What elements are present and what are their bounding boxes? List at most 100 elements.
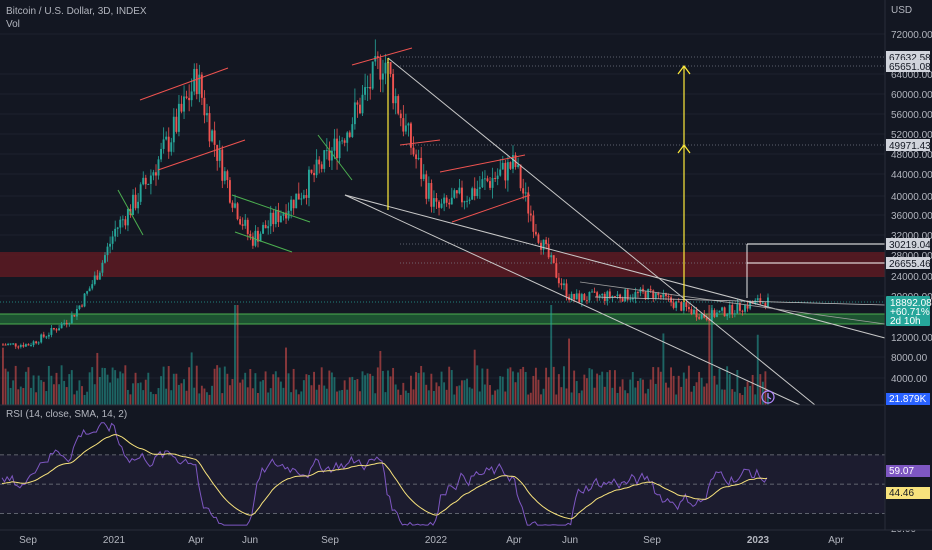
candle-body: [236, 203, 239, 220]
volume-bar: [257, 392, 259, 405]
candle-body: [246, 219, 249, 234]
candle-body: [466, 200, 468, 202]
candle-body: [677, 301, 680, 303]
candle-body: [262, 224, 264, 234]
volume-bar: [364, 375, 366, 405]
price-tag-text: 30219.04: [889, 240, 931, 251]
candle-body: [731, 304, 734, 315]
alert-clock-icon[interactable]: [761, 390, 775, 404]
price-tick-label: 56000.00: [891, 110, 932, 121]
volume-bar: [550, 305, 553, 405]
volume-bar: [700, 377, 703, 405]
candle-body: [144, 177, 147, 185]
candle-body: [2, 344, 4, 346]
candle-body: [636, 292, 639, 294]
volume-bar: [267, 392, 270, 405]
volume-bar: [172, 373, 175, 405]
red-channel-line: [139, 67, 229, 101]
rsi-sma-value-tag: 44.46: [886, 487, 930, 499]
candle-body: [109, 243, 111, 247]
candle-body: [269, 212, 272, 227]
volume-bar: [767, 394, 769, 405]
candle-body: [534, 231, 537, 235]
candle-body: [119, 219, 122, 228]
volume-bar: [412, 389, 415, 405]
candle-body: [165, 136, 168, 140]
volume-bar: [738, 393, 741, 405]
red-channel-line: [351, 47, 413, 66]
price-tick-label: 48000.00: [891, 150, 932, 161]
volume-bar: [445, 389, 448, 405]
candle-body: [65, 322, 68, 325]
volume-bar: [710, 305, 713, 405]
volume-bar: [483, 384, 486, 405]
candle-body: [83, 293, 86, 307]
candle-body: [272, 212, 275, 225]
candle-body: [410, 123, 412, 148]
candle-body: [351, 124, 354, 137]
candle-body: [249, 233, 252, 237]
volume-bar: [583, 374, 586, 405]
drawing-tools[interactable]: [117, 47, 886, 406]
candle-body: [152, 172, 155, 176]
candle-body: [738, 302, 741, 311]
volume-bar: [218, 367, 221, 405]
price-level-lines: [0, 56, 885, 303]
candle-body: [389, 62, 392, 74]
candle-body: [619, 294, 621, 299]
red-channel-line: [157, 139, 246, 171]
volume-bar: [328, 370, 331, 405]
volume-bar: [175, 373, 178, 405]
time-axis[interactable]: Sep 2021 Apr Jun Sep 2022 Apr Jun Sep 2023 Apr: [19, 535, 844, 546]
candle-body: [267, 226, 270, 229]
candle-body: [532, 215, 535, 232]
volume-bar: [410, 375, 412, 405]
volume-bar: [652, 367, 655, 405]
volume-bar: [239, 382, 242, 405]
candle-body: [682, 302, 685, 311]
candle-body: [175, 116, 178, 132]
candle-body: [710, 310, 713, 321]
descending-trendline: [387, 57, 816, 406]
candle-body: [693, 309, 695, 315]
time-axis-label: Jun: [562, 535, 578, 546]
volume-bar: [262, 380, 264, 405]
red-channel-line: [399, 139, 441, 146]
volume-bar: [206, 392, 208, 405]
candle-body: [445, 197, 448, 203]
volume-bar: [310, 385, 313, 405]
candle-body: [430, 183, 433, 207]
candle-body: [736, 302, 739, 314]
candle-body: [675, 301, 678, 308]
volume-bar: [290, 392, 293, 405]
volume-bar: [754, 394, 757, 405]
candle-body: [455, 190, 458, 194]
candle-body: [703, 313, 706, 318]
candle-body: [733, 313, 736, 315]
price-tick-label: 44000.00: [891, 170, 932, 181]
candle-body: [353, 102, 356, 125]
candle-body: [399, 113, 402, 119]
candle-body: [157, 159, 160, 176]
volume-bar: [504, 391, 507, 405]
candle-body: [662, 292, 665, 298]
candle-body: [149, 175, 152, 184]
candle-body: [50, 328, 53, 335]
candle-body: [412, 147, 415, 155]
volume-bar: [647, 388, 650, 405]
volume-bar: [147, 372, 150, 405]
candle-body: [680, 302, 683, 311]
volume-bar: [19, 386, 22, 405]
candle-body: [598, 295, 601, 297]
volume-bar: [728, 374, 731, 405]
volume-bar: [654, 383, 657, 405]
candle-body: [601, 293, 604, 296]
volume-bar: [17, 389, 20, 405]
candle-body: [183, 96, 185, 112]
candle-body: [137, 201, 140, 209]
volume-bar: [455, 386, 458, 405]
volume-bar: [75, 390, 78, 405]
